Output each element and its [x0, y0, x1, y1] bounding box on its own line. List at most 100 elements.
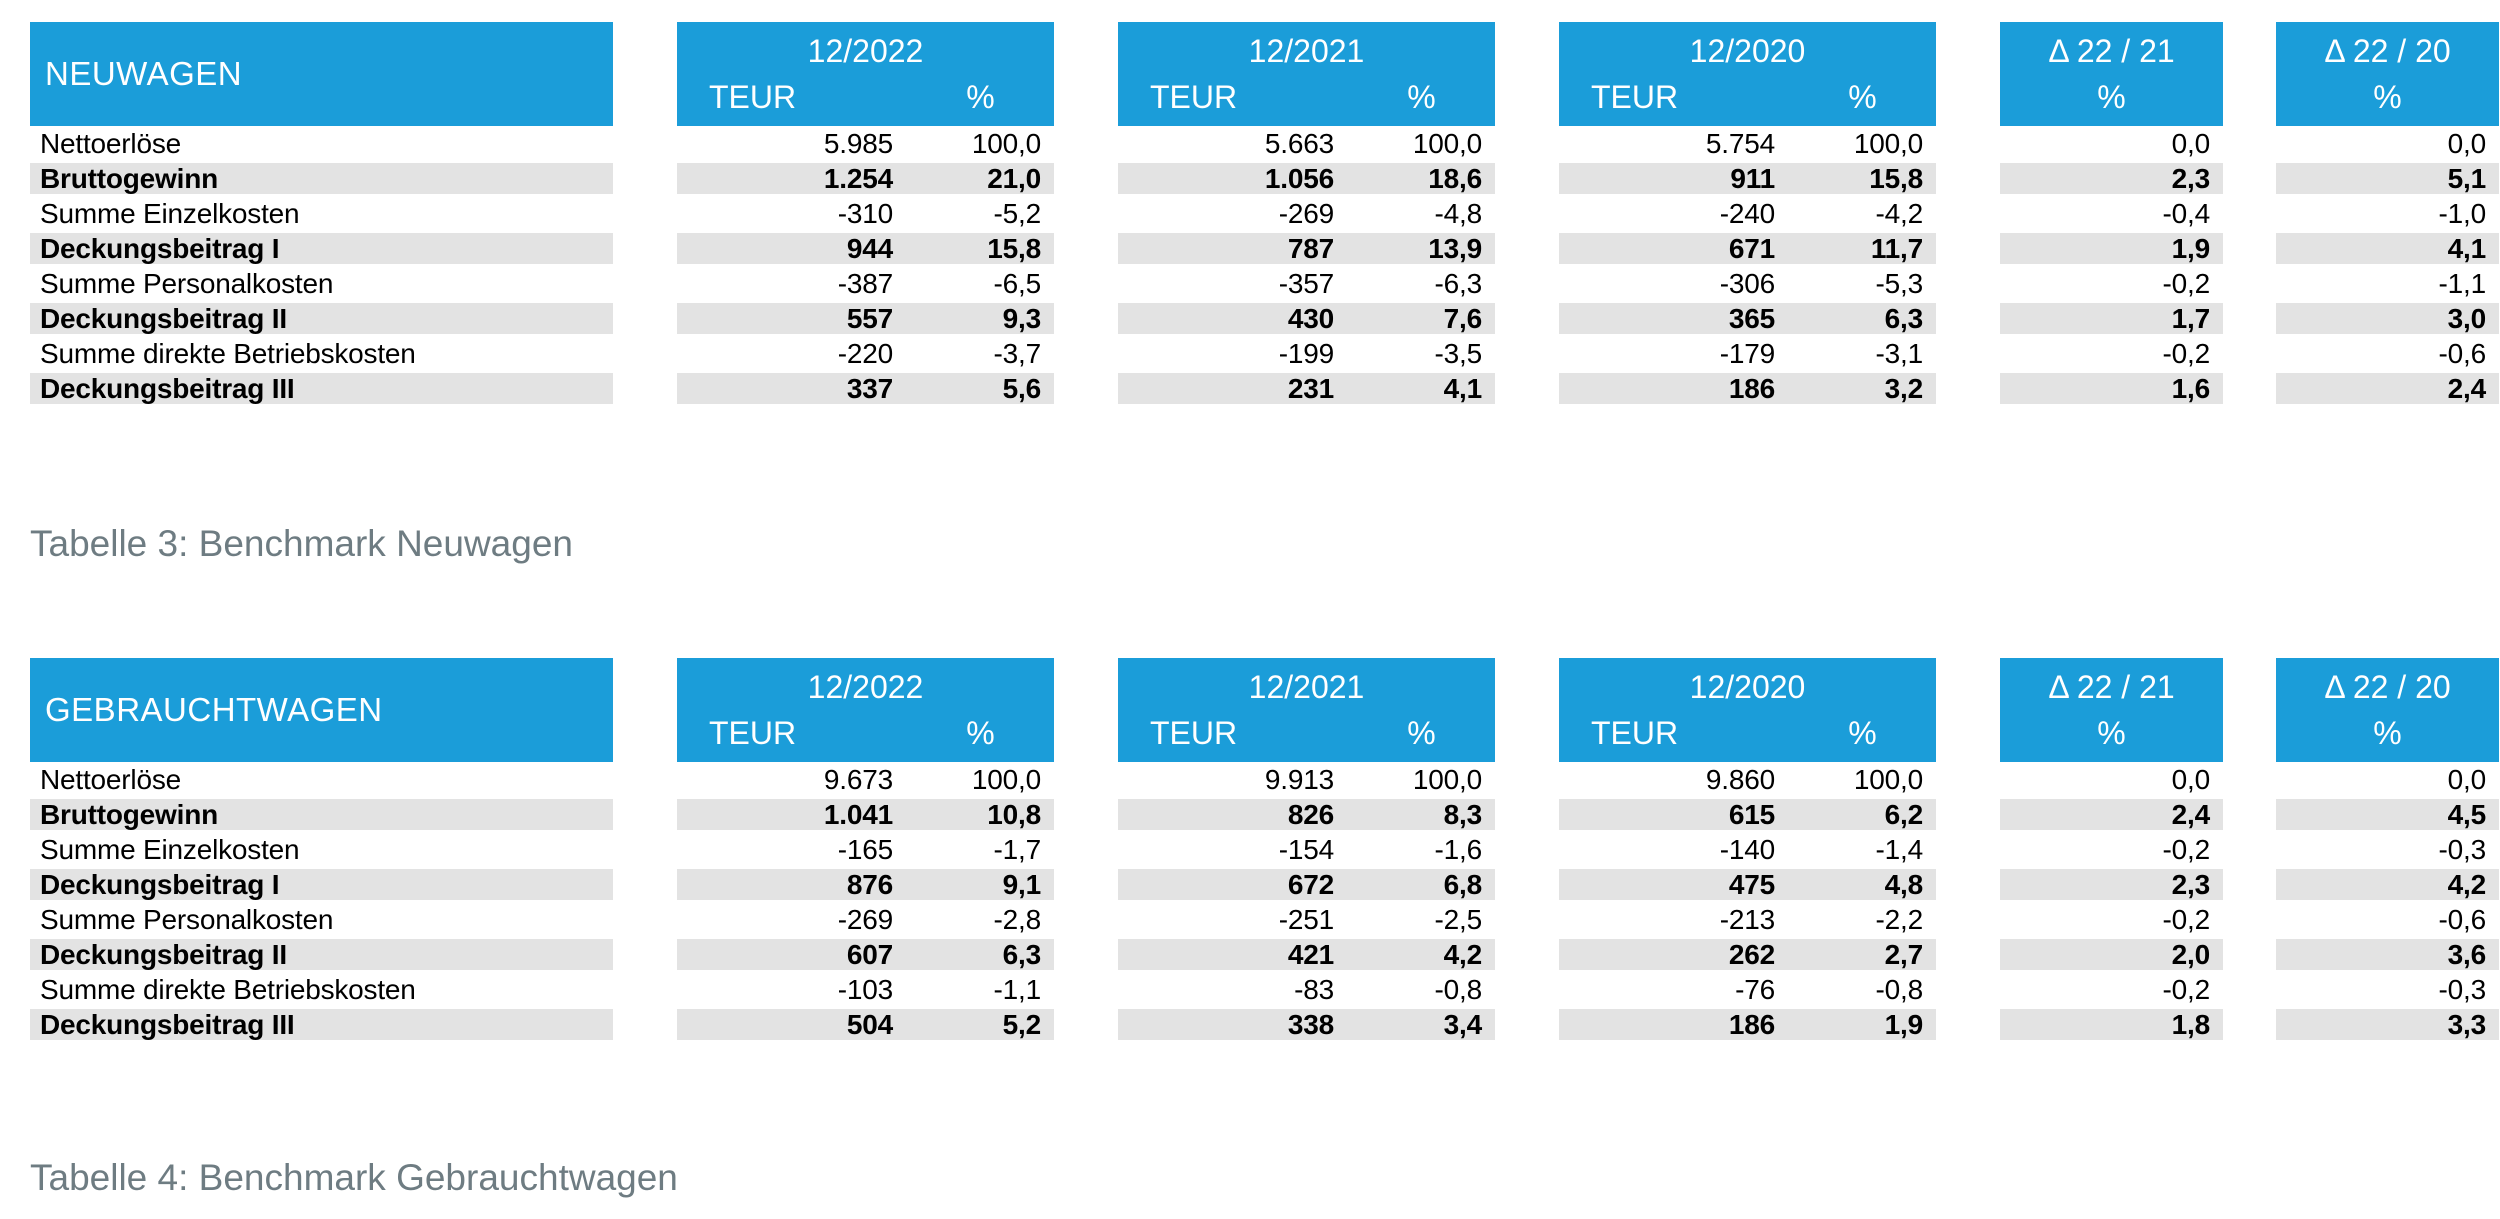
year-value-group: 421 4,2 — [1118, 937, 1495, 972]
table-body: Nettoerlöse 9.673 100,0 9.913 100,0 9.860 100,… — [30, 762, 2499, 1042]
table-body: Nettoerlöse 5.985 100,0 5.663 100,0 5.754 100,… — [30, 126, 2499, 406]
year-value-group: 672 6,8 — [1118, 867, 1495, 902]
table-row: Deckungsbeitrag I 944 15,8 787 13,9 671 11,7 1,… — [30, 231, 2499, 266]
delta-22-20-value: 4,2 — [2276, 867, 2499, 902]
table-header-row: NEUWAGEN 12/2022 TEUR % 12/2021 TEUR % 1… — [30, 22, 2499, 126]
percent-value: 4,8 — [1884, 869, 1924, 900]
delta-22-21-value: 2,4 — [2000, 797, 2223, 832]
table-row: Summe Personalkosten -269 -2,8 -251 -2,5 -213… — [30, 902, 2499, 937]
row-label: Summe Einzelkosten — [40, 198, 300, 229]
teur-value: -251 — [1278, 904, 1334, 935]
percent-value: 15,8 — [1869, 163, 1923, 194]
year-header-group: 12/2020 TEUR % — [1559, 22, 1936, 126]
percent-value: 100,0 — [1412, 128, 1482, 159]
year-value-group: -306 -5,3 — [1559, 266, 1936, 301]
percent-value: 6,3 — [1002, 939, 1042, 970]
delta-22-20-value: -0,3 — [2438, 974, 2487, 1005]
delta-header-group: Δ 22 / 21 % — [2000, 22, 2223, 126]
table-row: Deckungsbeitrag III 504 5,2 338 3,4 186 1,9 1,8… — [30, 1007, 2499, 1042]
percent-value: 11,7 — [1870, 233, 1923, 264]
year-value-group: 826 8,3 — [1118, 797, 1495, 832]
row-label: Deckungsbeitrag III — [30, 1007, 613, 1042]
delta-22-20-value: -1,1 — [2438, 268, 2487, 299]
year-value-group: 9.673 100,0 — [677, 762, 1054, 797]
teur-value: 1.041 — [823, 799, 893, 830]
teur-value: 231 — [1287, 373, 1334, 404]
teur-value: 475 — [1728, 869, 1775, 900]
percent-value: -4,8 — [1434, 198, 1483, 229]
teur-value: 9.913 — [1264, 764, 1334, 795]
row-label: Summe Personalkosten — [40, 268, 334, 299]
percent-value: 8,3 — [1443, 799, 1483, 830]
percent-value: 18,6 — [1428, 163, 1482, 194]
percent-value: -1,4 — [1875, 834, 1924, 865]
teur-value: 672 — [1287, 869, 1334, 900]
year-value-group: 337 5,6 — [677, 371, 1054, 406]
percent-value: 100,0 — [971, 764, 1041, 795]
percent-value: 100,0 — [1412, 764, 1482, 795]
percent-value: 13,9 — [1428, 233, 1482, 264]
delta-percent-header: % — [2373, 79, 2402, 116]
delta-22-20-value: -1,0 — [2438, 198, 2487, 229]
row-label: Summe direkte Betriebskosten — [40, 974, 416, 1005]
teur-value: -154 — [1278, 834, 1334, 865]
delta-22-21-value: 2,3 — [2000, 161, 2223, 196]
percent-value: -5,2 — [993, 198, 1042, 229]
year-value-group: 338 3,4 — [1118, 1007, 1495, 1042]
year-value-group: 876 9,1 — [677, 867, 1054, 902]
percent-value: 6,2 — [1884, 799, 1924, 830]
delta-22-20-value: -0,3 — [2438, 834, 2487, 865]
year-value-group: 262 2,7 — [1559, 937, 1936, 972]
year-value-group: 1.254 21,0 — [677, 161, 1054, 196]
percent-value: 6,3 — [1884, 303, 1924, 334]
year-value-group: 430 7,6 — [1118, 301, 1495, 336]
year-value-group: 1.056 18,6 — [1118, 161, 1495, 196]
percent-value: 1,9 — [1884, 1009, 1924, 1040]
percent-value: 4,2 — [1443, 939, 1483, 970]
teur-value: -240 — [1719, 198, 1775, 229]
teur-value: 365 — [1728, 303, 1775, 334]
row-label: Nettoerlöse — [40, 128, 181, 159]
year-value-group: -83 -0,8 — [1118, 972, 1495, 1007]
row-label: Summe Personalkosten — [40, 904, 334, 935]
percent-value: 7,6 — [1443, 303, 1483, 334]
year-subheader: TEUR % — [677, 715, 1054, 751]
row-label: Deckungsbeitrag III — [30, 371, 613, 406]
percent-value: -2,2 — [1875, 904, 1924, 935]
year-value-group: 186 3,2 — [1559, 371, 1936, 406]
delta-22-21-value: 1,8 — [2000, 1007, 2223, 1042]
teur-value: -103 — [837, 974, 893, 1005]
table-row: Summe Einzelkosten -165 -1,7 -154 -1,6 -140 -1… — [30, 832, 2499, 867]
teur-value: 5.985 — [823, 128, 893, 159]
teur-value: 421 — [1287, 939, 1334, 970]
delta-22-21-value: 1,7 — [2000, 301, 2223, 336]
year-value-group: 5.985 100,0 — [677, 126, 1054, 161]
teur-value: 9.860 — [1705, 764, 1775, 795]
year-value-group: -220 -3,7 — [677, 336, 1054, 371]
percent-value: 5,6 — [1002, 373, 1042, 404]
year-title: 12/2020 — [1689, 32, 1806, 69]
year-value-group: -199 -3,5 — [1118, 336, 1495, 371]
year-value-group: 911 15,8 — [1559, 161, 1936, 196]
teur-value: -310 — [837, 198, 893, 229]
year-title: 12/2022 — [807, 32, 924, 69]
delta-header-group: Δ 22 / 20 % — [2276, 658, 2499, 762]
percent-column-header: % — [1407, 79, 1436, 116]
delta-percent-header: % — [2373, 715, 2402, 752]
delta-22-21-value: -0,2 — [2162, 338, 2211, 369]
table-row: Deckungsbeitrag III 337 5,6 231 4,1 186 3,2 1,6… — [30, 371, 2499, 406]
percent-column-header: % — [1407, 715, 1436, 752]
delta-header-group: Δ 22 / 21 % — [2000, 658, 2223, 762]
delta-22-21-value: 0,0 — [2171, 128, 2211, 159]
percent-column-header: % — [966, 715, 995, 752]
teur-value: 430 — [1287, 303, 1334, 334]
percent-column-header: % — [1848, 79, 1877, 116]
delta-22-20-value: -0,6 — [2438, 338, 2487, 369]
year-value-group: 9.860 100,0 — [1559, 762, 1936, 797]
delta-22-21-value: 1,6 — [2000, 371, 2223, 406]
table-row: Nettoerlöse 5.985 100,0 5.663 100,0 5.754 100,… — [30, 126, 2499, 161]
teur-value: 671 — [1728, 233, 1775, 264]
table-caption: Tabelle 3: Benchmark Neuwagen — [30, 523, 573, 564]
table-row: Nettoerlöse 9.673 100,0 9.913 100,0 9.860 100,… — [30, 762, 2499, 797]
